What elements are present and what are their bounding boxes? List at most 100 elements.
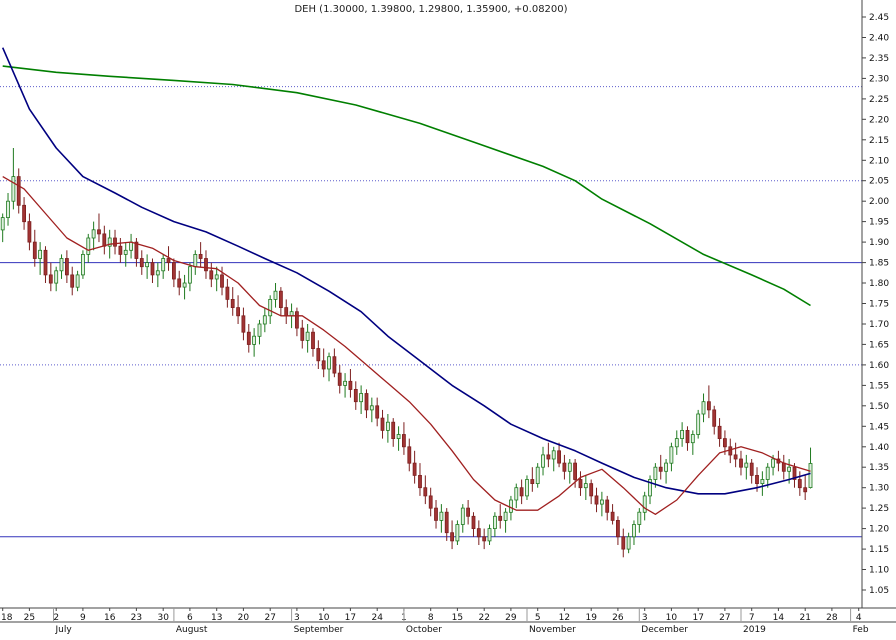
candle-body (653, 466, 658, 480)
month-label: October (406, 625, 442, 635)
x-axis-label: 26 (612, 613, 624, 623)
candle-body (97, 229, 101, 235)
candle-body (332, 356, 337, 374)
y-axis-label: 2.10 (869, 156, 889, 166)
candle-body (294, 311, 299, 329)
candle-body (567, 462, 572, 472)
x-axis-label: 28 (826, 613, 838, 623)
candle-body (236, 307, 241, 317)
candle-body (59, 258, 64, 272)
candle-body (685, 429, 690, 444)
y-axis-label: 1.75 (869, 300, 889, 310)
candle-body (38, 249, 42, 259)
candle-body (54, 270, 59, 284)
candle-body (616, 520, 620, 538)
candle-body (514, 487, 519, 501)
ma-line-medium (1, 47, 811, 495)
candle-body (166, 258, 171, 263)
candle-body (744, 462, 749, 468)
candle-body (717, 425, 722, 439)
candle-body (198, 253, 203, 259)
ma-line-slow (2, 65, 811, 307)
candle-body (605, 499, 610, 513)
x-axis-label: 18 (1, 613, 13, 623)
x-axis-label: 21 (799, 613, 810, 623)
x-axis-label: 3 (294, 613, 300, 623)
candle-body (760, 479, 765, 484)
y-axis-label: 2.25 (869, 95, 889, 105)
candle-body (755, 474, 759, 484)
candle-body (525, 479, 529, 497)
candle-body (594, 495, 599, 505)
candle-body (48, 274, 53, 284)
candle-body (701, 401, 706, 415)
y-axis-label: 1.60 (869, 361, 889, 371)
candle-body (712, 409, 717, 427)
candle-body (65, 258, 69, 276)
candle-body (81, 253, 85, 276)
candle-body (808, 463, 813, 489)
x-axis-label: 15 (452, 613, 463, 623)
candle-body (450, 532, 455, 542)
candle-body (348, 380, 353, 390)
y-axis-label: 2.05 (869, 177, 889, 187)
candle-body (407, 446, 412, 464)
candle-body (375, 405, 380, 419)
month-label: August (176, 625, 208, 635)
candle-body (150, 262, 155, 276)
candle-body (733, 454, 738, 460)
y-axis-label: 1.15 (869, 545, 889, 555)
candle-body (583, 483, 588, 489)
candle-body (391, 421, 396, 440)
candle-body (551, 450, 556, 460)
candle-body (262, 315, 267, 325)
candle-body (257, 323, 262, 337)
candle-body (626, 536, 631, 550)
candle-body (423, 487, 428, 497)
candle-body (171, 262, 176, 280)
x-axis-label: 17 (345, 613, 356, 623)
candle-body (155, 270, 160, 276)
y-axis-label: 1.70 (869, 320, 889, 330)
candle-body (648, 479, 652, 497)
y-axis-label: 1.20 (869, 525, 889, 535)
candle-body (327, 356, 331, 370)
candle-body (359, 393, 364, 403)
candle-body (600, 499, 604, 505)
candle-body (316, 348, 321, 362)
candle-body (284, 307, 289, 317)
candle-body (637, 511, 642, 525)
candle-body (412, 462, 417, 476)
candle-body (418, 474, 422, 489)
candle-body (803, 487, 808, 493)
y-axis-label: 1.95 (869, 218, 889, 228)
candle-body (252, 335, 257, 345)
x-axis-label: 29 (505, 613, 517, 623)
candle-body (86, 237, 91, 255)
candle-body (246, 331, 251, 345)
candle-body (300, 327, 305, 341)
candle-body (118, 245, 123, 255)
candle-body (241, 315, 246, 333)
candle-body (214, 274, 219, 280)
candle-body (471, 515, 476, 529)
y-axis-label: 1.45 (869, 422, 889, 432)
candle-body (541, 454, 545, 468)
y-axis-label: 2.45 (869, 13, 889, 23)
y-axis-label: 1.85 (869, 259, 889, 269)
candle-body (642, 495, 647, 513)
x-axis-label: 17 (692, 613, 703, 623)
month-label: 2019 (743, 625, 766, 635)
candle-body (337, 372, 342, 386)
candle-body (364, 393, 369, 411)
candle-body (696, 413, 701, 435)
candle-body (765, 466, 770, 480)
candle-body (139, 258, 144, 268)
candle-body (621, 536, 626, 550)
candle-body (369, 405, 374, 411)
candle-body (498, 515, 503, 521)
x-axis-label: 24 (371, 613, 383, 623)
candle-body (113, 237, 117, 247)
x-axis-label: 19 (585, 613, 597, 623)
